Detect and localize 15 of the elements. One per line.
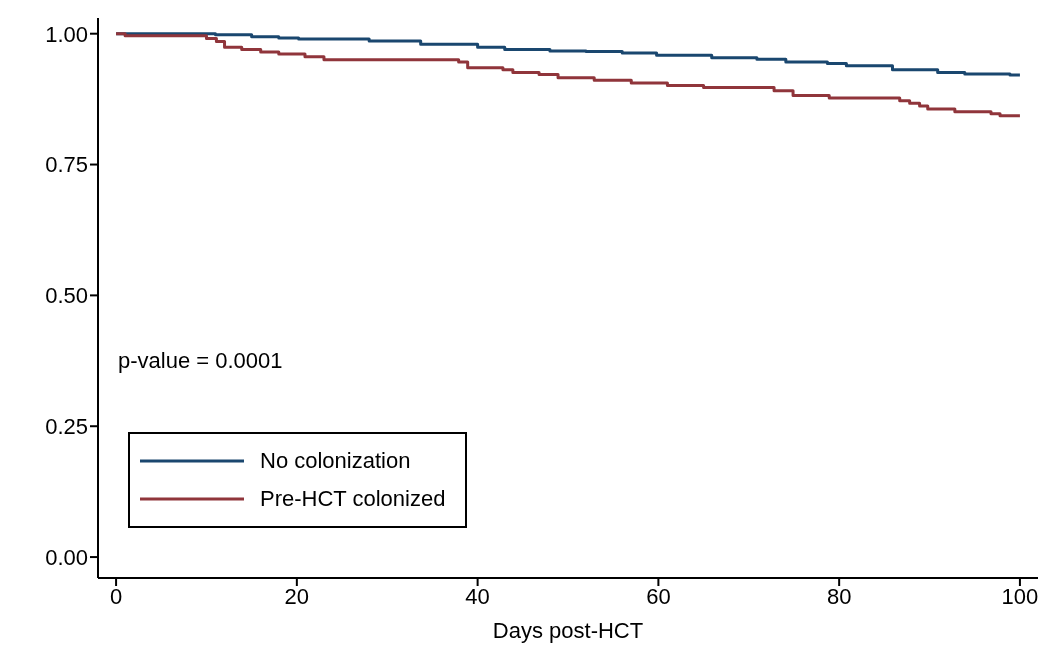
y-tick-label: 0.75 bbox=[45, 152, 88, 178]
x-tick-label: 0 bbox=[109, 583, 123, 609]
legend-label: Pre-HCT colonized bbox=[260, 485, 446, 513]
annotation: p-value = 0.0001 bbox=[118, 348, 283, 374]
x-tick-label: 100 bbox=[1001, 583, 1039, 609]
x-axis-title: Days post-HCT bbox=[492, 618, 644, 643]
x-tick-label: 80 bbox=[826, 583, 852, 609]
x-tick-label: 60 bbox=[646, 583, 671, 609]
legend-label: No colonization bbox=[260, 447, 411, 475]
y-tick-label: 1.00 bbox=[45, 21, 88, 47]
y-tick-label: 0.00 bbox=[45, 544, 88, 570]
y-tick-label: 0.25 bbox=[45, 414, 88, 440]
y-tick-label: 0.50 bbox=[45, 283, 88, 309]
x-tick-label: 20 bbox=[284, 583, 310, 609]
x-tick-label: 40 bbox=[465, 583, 490, 609]
